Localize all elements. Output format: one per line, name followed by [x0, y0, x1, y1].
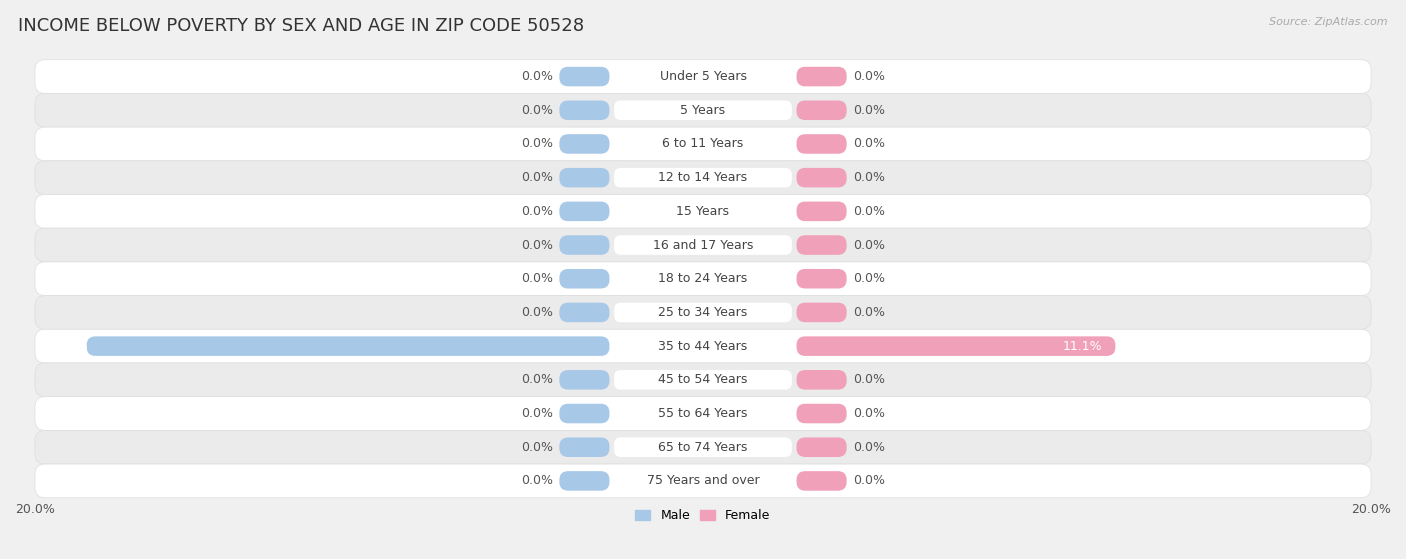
- FancyBboxPatch shape: [797, 202, 846, 221]
- FancyBboxPatch shape: [614, 202, 792, 221]
- FancyBboxPatch shape: [614, 235, 792, 255]
- Text: 16 and 17 Years: 16 and 17 Years: [652, 239, 754, 252]
- Text: 0.0%: 0.0%: [520, 205, 553, 218]
- FancyBboxPatch shape: [560, 101, 609, 120]
- Text: 0.0%: 0.0%: [853, 239, 886, 252]
- Text: 0.0%: 0.0%: [853, 440, 886, 454]
- FancyBboxPatch shape: [797, 134, 846, 154]
- FancyBboxPatch shape: [35, 397, 1371, 430]
- Text: 6 to 11 Years: 6 to 11 Years: [662, 138, 744, 150]
- FancyBboxPatch shape: [560, 438, 609, 457]
- Text: INCOME BELOW POVERTY BY SEX AND AGE IN ZIP CODE 50528: INCOME BELOW POVERTY BY SEX AND AGE IN Z…: [18, 17, 585, 35]
- FancyBboxPatch shape: [87, 337, 609, 356]
- FancyBboxPatch shape: [797, 370, 846, 390]
- Legend: Male, Female: Male, Female: [636, 509, 770, 522]
- Text: 11.1%: 11.1%: [1063, 340, 1102, 353]
- Text: 0.0%: 0.0%: [853, 70, 886, 83]
- FancyBboxPatch shape: [35, 329, 1371, 363]
- Text: 0.0%: 0.0%: [520, 407, 553, 420]
- FancyBboxPatch shape: [35, 296, 1371, 329]
- FancyBboxPatch shape: [614, 134, 792, 154]
- Text: 18 to 24 Years: 18 to 24 Years: [658, 272, 748, 285]
- Text: Under 5 Years: Under 5 Years: [659, 70, 747, 83]
- FancyBboxPatch shape: [797, 67, 846, 86]
- FancyBboxPatch shape: [614, 337, 792, 356]
- FancyBboxPatch shape: [35, 228, 1371, 262]
- Text: 0.0%: 0.0%: [520, 70, 553, 83]
- FancyBboxPatch shape: [35, 464, 1371, 498]
- FancyBboxPatch shape: [614, 471, 792, 491]
- FancyBboxPatch shape: [797, 438, 846, 457]
- FancyBboxPatch shape: [797, 337, 1115, 356]
- Text: 12 to 14 Years: 12 to 14 Years: [658, 171, 748, 184]
- FancyBboxPatch shape: [35, 363, 1371, 397]
- FancyBboxPatch shape: [560, 269, 609, 288]
- FancyBboxPatch shape: [614, 438, 792, 457]
- FancyBboxPatch shape: [614, 370, 792, 390]
- FancyBboxPatch shape: [797, 269, 846, 288]
- FancyBboxPatch shape: [797, 168, 846, 187]
- FancyBboxPatch shape: [560, 370, 609, 390]
- FancyBboxPatch shape: [614, 269, 792, 288]
- Text: Source: ZipAtlas.com: Source: ZipAtlas.com: [1270, 17, 1388, 27]
- Text: 45 to 54 Years: 45 to 54 Years: [658, 373, 748, 386]
- Text: 75 Years and over: 75 Years and over: [647, 475, 759, 487]
- FancyBboxPatch shape: [797, 404, 846, 423]
- Text: 0.0%: 0.0%: [520, 440, 553, 454]
- FancyBboxPatch shape: [614, 67, 792, 86]
- Text: 0.0%: 0.0%: [853, 138, 886, 150]
- Text: 0.0%: 0.0%: [520, 475, 553, 487]
- FancyBboxPatch shape: [797, 302, 846, 322]
- Text: 15 Years: 15 Years: [676, 205, 730, 218]
- Text: 0.0%: 0.0%: [520, 272, 553, 285]
- Text: 18.2%: 18.2%: [48, 340, 89, 353]
- FancyBboxPatch shape: [560, 67, 609, 86]
- FancyBboxPatch shape: [35, 430, 1371, 464]
- Text: 0.0%: 0.0%: [520, 171, 553, 184]
- Text: 0.0%: 0.0%: [520, 373, 553, 386]
- Text: 0.0%: 0.0%: [853, 205, 886, 218]
- Text: 0.0%: 0.0%: [853, 407, 886, 420]
- Text: 0.0%: 0.0%: [853, 171, 886, 184]
- Text: 25 to 34 Years: 25 to 34 Years: [658, 306, 748, 319]
- FancyBboxPatch shape: [560, 202, 609, 221]
- Text: 0.0%: 0.0%: [853, 306, 886, 319]
- FancyBboxPatch shape: [35, 161, 1371, 195]
- FancyBboxPatch shape: [614, 101, 792, 120]
- Text: 65 to 74 Years: 65 to 74 Years: [658, 440, 748, 454]
- FancyBboxPatch shape: [560, 404, 609, 423]
- Text: 55 to 64 Years: 55 to 64 Years: [658, 407, 748, 420]
- Text: 0.0%: 0.0%: [853, 475, 886, 487]
- FancyBboxPatch shape: [560, 134, 609, 154]
- FancyBboxPatch shape: [560, 471, 609, 491]
- FancyBboxPatch shape: [560, 168, 609, 187]
- Text: 5 Years: 5 Years: [681, 104, 725, 117]
- Text: 0.0%: 0.0%: [853, 373, 886, 386]
- Text: 0.0%: 0.0%: [853, 104, 886, 117]
- FancyBboxPatch shape: [614, 168, 792, 187]
- FancyBboxPatch shape: [35, 93, 1371, 127]
- FancyBboxPatch shape: [35, 60, 1371, 93]
- Text: 35 to 44 Years: 35 to 44 Years: [658, 340, 748, 353]
- Text: 0.0%: 0.0%: [520, 104, 553, 117]
- FancyBboxPatch shape: [797, 101, 846, 120]
- FancyBboxPatch shape: [560, 235, 609, 255]
- FancyBboxPatch shape: [35, 262, 1371, 296]
- Text: 0.0%: 0.0%: [520, 239, 553, 252]
- FancyBboxPatch shape: [35, 195, 1371, 228]
- FancyBboxPatch shape: [560, 302, 609, 322]
- Text: 0.0%: 0.0%: [520, 138, 553, 150]
- FancyBboxPatch shape: [797, 471, 846, 491]
- FancyBboxPatch shape: [614, 302, 792, 322]
- FancyBboxPatch shape: [35, 127, 1371, 161]
- Text: 0.0%: 0.0%: [853, 272, 886, 285]
- Text: 0.0%: 0.0%: [520, 306, 553, 319]
- FancyBboxPatch shape: [797, 235, 846, 255]
- FancyBboxPatch shape: [614, 404, 792, 423]
